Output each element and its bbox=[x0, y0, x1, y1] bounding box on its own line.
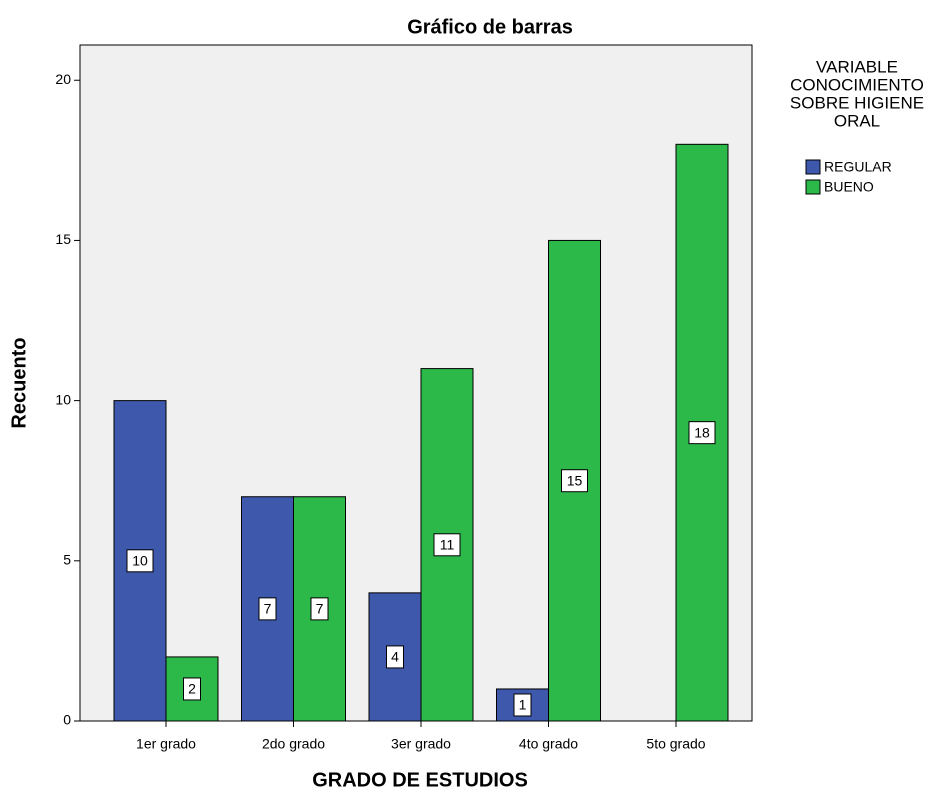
data-label: 15 bbox=[567, 472, 583, 488]
legend-swatch bbox=[805, 159, 821, 175]
data-label: 7 bbox=[316, 601, 324, 617]
data-label-box bbox=[688, 421, 716, 445]
legend-label: REGULAR bbox=[824, 159, 892, 175]
x-axis-label: GRADO DE ESTUDIOS bbox=[312, 769, 528, 791]
data-label-box bbox=[310, 597, 329, 621]
y-tick-label: 15 bbox=[55, 231, 71, 247]
data-label-box bbox=[126, 549, 154, 573]
chart-title: Gráfico de barras bbox=[407, 16, 573, 38]
data-label-box bbox=[513, 693, 532, 717]
y-axis-label: Recuento bbox=[8, 337, 30, 428]
data-label-box bbox=[183, 677, 201, 701]
data-label-box bbox=[386, 645, 404, 669]
legend-title: ORAL bbox=[834, 111, 880, 130]
x-tick-label: 4to grado bbox=[519, 736, 578, 752]
bar bbox=[165, 656, 219, 722]
x-tick-label: 3er grado bbox=[391, 736, 451, 752]
x-tick-label: 1er grado bbox=[136, 736, 196, 752]
data-label: 2 bbox=[188, 681, 196, 697]
x-tick-label: 5to grado bbox=[646, 736, 705, 752]
data-label-box bbox=[561, 469, 588, 493]
x-tick-label: 2do grado bbox=[262, 736, 325, 752]
data-label: 18 bbox=[694, 424, 710, 440]
y-tick-label: 5 bbox=[63, 552, 71, 568]
y-tick-label: 20 bbox=[55, 71, 71, 87]
data-label: 4 bbox=[391, 649, 399, 665]
data-label-box bbox=[433, 533, 461, 557]
data-label: 7 bbox=[264, 601, 272, 617]
y-tick-label: 0 bbox=[63, 712, 71, 728]
data-label: 10 bbox=[132, 553, 148, 569]
data-label: 1 bbox=[519, 697, 527, 713]
legend-swatch bbox=[805, 179, 821, 195]
legend-title: SOBRE HIGIENE bbox=[790, 93, 924, 112]
y-tick-label: 10 bbox=[55, 391, 71, 407]
legend-title: VARIABLE bbox=[816, 57, 898, 76]
data-label: 11 bbox=[440, 536, 455, 552]
legend-title: CONOCIMIENTO bbox=[790, 75, 924, 94]
legend-label: BUENO bbox=[824, 179, 874, 195]
data-label-box bbox=[258, 597, 277, 621]
